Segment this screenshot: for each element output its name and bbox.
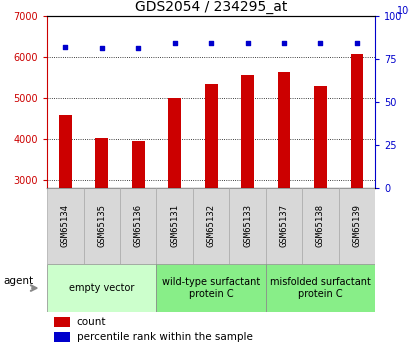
Point xyxy=(135,46,141,51)
Bar xyxy=(301,188,338,264)
Bar xyxy=(95,138,108,188)
Bar xyxy=(265,264,374,312)
Bar xyxy=(240,75,253,188)
Bar xyxy=(350,54,362,188)
Bar xyxy=(59,115,72,188)
Point xyxy=(317,40,323,46)
Text: GSM65134: GSM65134 xyxy=(61,205,70,247)
Text: GSM65135: GSM65135 xyxy=(97,205,106,247)
Text: GSM65138: GSM65138 xyxy=(315,205,324,247)
Bar xyxy=(156,264,265,312)
Text: GSM65131: GSM65131 xyxy=(170,205,179,247)
Bar xyxy=(168,98,181,188)
Text: GSM65133: GSM65133 xyxy=(243,205,252,247)
Point xyxy=(280,40,287,46)
Point xyxy=(353,40,360,46)
Bar xyxy=(265,188,301,264)
Bar xyxy=(204,84,217,188)
Bar xyxy=(83,188,120,264)
Bar xyxy=(229,188,265,264)
Bar xyxy=(313,86,326,188)
Bar xyxy=(54,332,70,342)
Bar xyxy=(47,264,156,312)
Bar xyxy=(193,188,229,264)
Bar xyxy=(132,141,144,188)
Point xyxy=(62,44,68,49)
Text: 100%: 100% xyxy=(396,6,409,16)
Text: percentile rank within the sample: percentile rank within the sample xyxy=(76,332,252,342)
Text: GSM65137: GSM65137 xyxy=(279,205,288,247)
Bar xyxy=(54,317,70,327)
Bar xyxy=(338,188,374,264)
Title: GDS2054 / 234295_at: GDS2054 / 234295_at xyxy=(135,0,287,14)
Point xyxy=(244,40,250,46)
Point xyxy=(98,46,105,51)
Text: wild-type surfactant
protein C: wild-type surfactant protein C xyxy=(162,277,260,299)
Text: agent: agent xyxy=(4,276,34,286)
Text: GSM65139: GSM65139 xyxy=(352,205,361,247)
Bar xyxy=(120,188,156,264)
Bar xyxy=(156,188,193,264)
Bar xyxy=(277,72,290,188)
Text: misfolded surfactant
protein C: misfolded surfactant protein C xyxy=(270,277,370,299)
Text: count: count xyxy=(76,317,106,327)
Point xyxy=(171,40,178,46)
Point xyxy=(207,40,214,46)
Text: GSM65136: GSM65136 xyxy=(133,205,142,247)
Bar xyxy=(47,188,83,264)
Text: empty vector: empty vector xyxy=(69,283,134,293)
Text: GSM65132: GSM65132 xyxy=(206,205,215,247)
